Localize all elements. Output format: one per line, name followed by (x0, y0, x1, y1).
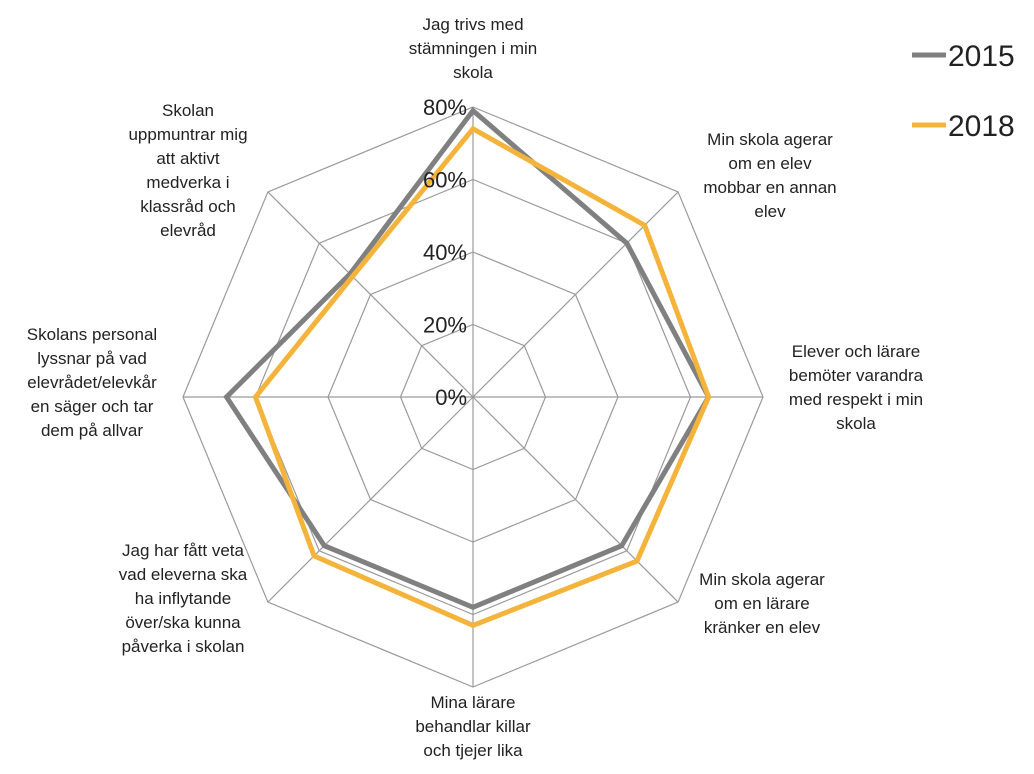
grid-spoke-7 (267, 191, 474, 398)
legend-label-2015: 2015 (948, 40, 1015, 73)
category-label-3: Min skola agerar om en lärare kränker en e… (699, 570, 825, 637)
category-label-2: Elever och lärare bemöter varandra med res… (789, 342, 924, 433)
radial-tick-labels: 0% 20% 40% 60% 80% (423, 95, 467, 410)
legend-label-2018: 2018 (948, 110, 1015, 143)
category-label-7: Skolan uppmuntrar mig att aktivt medverka i… (128, 101, 247, 240)
radar-grid (182, 106, 764, 688)
category-label-5: Jag har fått veta vad eleverna ska ha infl… (119, 541, 248, 656)
category-label-6: Skolans personal lyssnar på vad elevrådet/… (27, 325, 157, 440)
tick-label-3: 60% (423, 168, 467, 193)
legend: 2015 2018 (912, 40, 1015, 143)
category-label-4: Mina lärare behandlar killar och tjejer li… (415, 693, 531, 760)
grid-spoke-3 (472, 396, 679, 603)
category-label-1: Min skola agerar om en elev mobbar en anna… (703, 130, 836, 221)
tick-label-1: 20% (423, 313, 467, 338)
tick-label-0: 0% (435, 385, 467, 410)
tick-label-4: 80% (423, 95, 467, 120)
series-line-2015 (223, 106, 712, 611)
radar-series (223, 106, 712, 629)
category-label-0: Jag trivs med stämningen i min skola (409, 15, 538, 82)
tick-label-2: 40% (423, 240, 467, 265)
grid-spoke-1 (472, 191, 679, 398)
series-line-2018 (252, 125, 712, 629)
category-labels: Jag trivs med stämningen i min skola Min sk… (27, 15, 924, 760)
grid-spoke-5 (267, 396, 474, 603)
